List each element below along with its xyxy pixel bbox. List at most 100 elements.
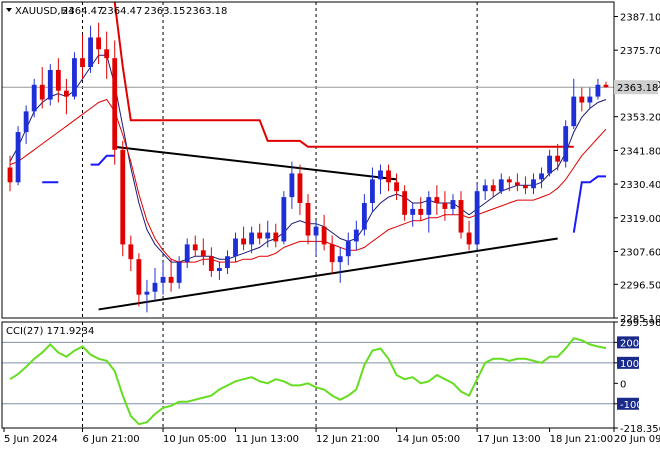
candle-body bbox=[273, 232, 279, 242]
candle-body bbox=[216, 268, 222, 271]
candle-body bbox=[257, 232, 263, 239]
candle-body bbox=[482, 185, 488, 192]
candle-body bbox=[458, 200, 464, 233]
candle-body bbox=[450, 200, 456, 209]
y-tick-label: 2307.60 bbox=[620, 247, 660, 258]
candle-body bbox=[353, 229, 359, 242]
y-tick-label: 2353.20 bbox=[620, 113, 660, 124]
candle-body bbox=[434, 197, 440, 204]
y-tick-label: 2319.00 bbox=[620, 214, 660, 225]
cci-y-tick-label: 200 bbox=[620, 338, 639, 349]
candle-body bbox=[160, 276, 166, 283]
cci-y-tick-label: 0 bbox=[620, 379, 626, 390]
candle-body bbox=[23, 111, 29, 133]
candle-body bbox=[281, 197, 287, 242]
candle-body bbox=[168, 276, 174, 283]
candle-body bbox=[329, 244, 335, 263]
x-tick-label: 6 Jun 21:00 bbox=[83, 434, 140, 445]
candle-body bbox=[603, 84, 609, 88]
candle-body bbox=[394, 182, 400, 192]
candle-body bbox=[249, 232, 255, 245]
candle-body bbox=[55, 69, 61, 91]
candle-body bbox=[184, 244, 190, 263]
candle-body bbox=[571, 96, 577, 127]
candle-body bbox=[361, 203, 367, 230]
candle-body bbox=[442, 203, 448, 209]
candle-body bbox=[241, 238, 246, 245]
candle-body bbox=[289, 173, 295, 198]
ohlc-value: 2364.47 bbox=[62, 6, 103, 17]
candle-body bbox=[466, 232, 472, 245]
chart-title: XAUUSD,H4 bbox=[15, 6, 74, 17]
candle-body bbox=[531, 179, 536, 189]
candle-body bbox=[498, 179, 504, 192]
candle-body bbox=[208, 256, 214, 271]
x-tick-label: 17 Jun 13:00 bbox=[477, 434, 541, 445]
cci-title: CCI(27) 171.9234 bbox=[6, 326, 94, 337]
last-price-label: 2363.18 bbox=[617, 83, 658, 94]
indicator-line bbox=[42, 154, 606, 233]
candle-body bbox=[96, 37, 102, 50]
y-tick-label: 2296.50 bbox=[620, 280, 660, 291]
x-tick-label: 20 Jun 09:00 bbox=[614, 434, 660, 445]
ohlc-value: 2363.18 bbox=[186, 6, 227, 17]
candle-body bbox=[144, 291, 150, 295]
indicator-line bbox=[113, 1, 574, 148]
candle-body bbox=[120, 149, 126, 245]
candle-body bbox=[104, 49, 110, 59]
candle-body bbox=[200, 250, 206, 257]
cci-level-badge bbox=[617, 336, 639, 349]
x-tick-label: 5 Jun 2024 bbox=[4, 434, 58, 445]
main-price-panel bbox=[2, 1, 614, 318]
candle-body bbox=[72, 58, 77, 97]
candle-body bbox=[563, 126, 569, 162]
ohlc-value: 2363.15 bbox=[144, 6, 185, 17]
x-tick-label: 10 Jun 05:00 bbox=[163, 434, 227, 445]
candle-body bbox=[337, 256, 343, 263]
x-tick-label: 12 Jun 21:00 bbox=[316, 434, 380, 445]
y-tick-label: 2341.80 bbox=[620, 146, 660, 157]
menu-triangle-icon bbox=[6, 8, 12, 12]
y-tick-label: 2330.40 bbox=[620, 180, 660, 191]
candle-body bbox=[192, 244, 198, 251]
main-panel-frame bbox=[1, 1, 615, 319]
x-tick-label: 14 Jun 05:00 bbox=[397, 434, 461, 445]
y-tick-label: 2375.70 bbox=[620, 46, 660, 57]
candle-body bbox=[225, 256, 230, 269]
candle-body bbox=[402, 191, 408, 215]
candle-body bbox=[39, 84, 45, 100]
candle-body bbox=[321, 226, 327, 245]
candle-body bbox=[265, 232, 271, 239]
x-tick-label: 11 Jun 13:00 bbox=[236, 434, 300, 445]
candle-body bbox=[176, 262, 182, 283]
candle-body bbox=[539, 173, 544, 180]
candle-body bbox=[88, 37, 93, 68]
candle-body bbox=[418, 208, 424, 215]
candle-body bbox=[63, 90, 69, 97]
cci-level-badge bbox=[617, 356, 639, 369]
candle-body bbox=[112, 58, 118, 150]
candle-body bbox=[47, 69, 53, 100]
candle-body bbox=[31, 84, 37, 112]
candle-body bbox=[15, 132, 21, 183]
trendline bbox=[98, 237, 558, 311]
candle-body bbox=[386, 170, 391, 183]
candle-body bbox=[514, 182, 520, 186]
candle-body bbox=[80, 58, 85, 68]
cci-level-badge bbox=[617, 397, 639, 410]
candle-body bbox=[370, 179, 375, 204]
ohlc-value: 2364.47 bbox=[101, 6, 142, 17]
candle-body bbox=[579, 96, 585, 103]
candle-body bbox=[523, 185, 528, 189]
candle-body bbox=[345, 241, 351, 257]
candle-body bbox=[152, 282, 158, 292]
candle-body bbox=[378, 170, 383, 180]
candle-body bbox=[595, 84, 601, 97]
candle-body bbox=[233, 238, 238, 257]
cci-line bbox=[9, 337, 607, 426]
last-price-box bbox=[614, 80, 658, 95]
cci-panel-frame bbox=[1, 321, 615, 429]
